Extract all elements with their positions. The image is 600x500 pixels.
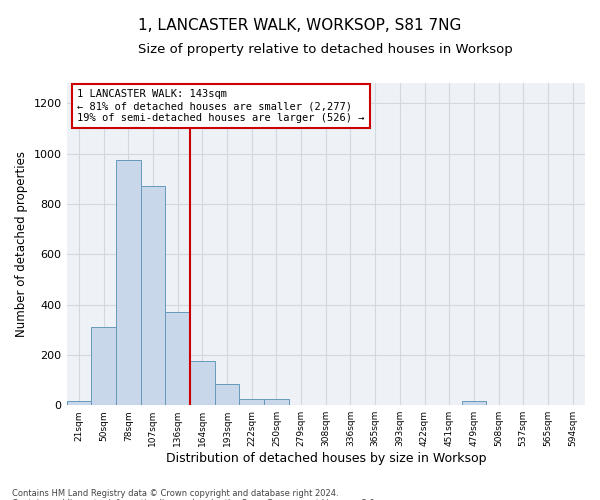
Bar xyxy=(461,402,486,405)
Title: Size of property relative to detached houses in Worksop: Size of property relative to detached ho… xyxy=(139,42,513,56)
Bar xyxy=(165,312,190,405)
Bar xyxy=(67,402,91,405)
Text: 1, LANCASTER WALK, WORKSOP, S81 7NG: 1, LANCASTER WALK, WORKSOP, S81 7NG xyxy=(139,18,461,32)
Text: 1 LANCASTER WALK: 143sqm
← 81% of detached houses are smaller (2,277)
19% of sem: 1 LANCASTER WALK: 143sqm ← 81% of detach… xyxy=(77,90,364,122)
Bar xyxy=(239,399,264,405)
Bar xyxy=(91,327,116,405)
X-axis label: Distribution of detached houses by size in Worksop: Distribution of detached houses by size … xyxy=(166,452,486,465)
Bar xyxy=(264,399,289,405)
Text: Contains public sector information licensed under the Open Government Licence v3: Contains public sector information licen… xyxy=(12,498,377,500)
Bar xyxy=(215,384,239,405)
Bar xyxy=(190,361,215,405)
Bar xyxy=(140,186,165,405)
Y-axis label: Number of detached properties: Number of detached properties xyxy=(15,151,28,337)
Text: Contains HM Land Registry data © Crown copyright and database right 2024.: Contains HM Land Registry data © Crown c… xyxy=(12,488,338,498)
Bar xyxy=(116,160,140,405)
